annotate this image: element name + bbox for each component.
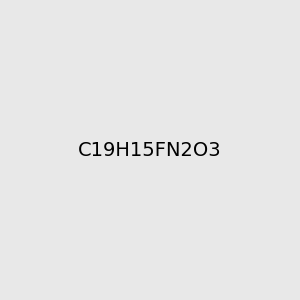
Text: C19H15FN2O3: C19H15FN2O3 bbox=[78, 140, 222, 160]
